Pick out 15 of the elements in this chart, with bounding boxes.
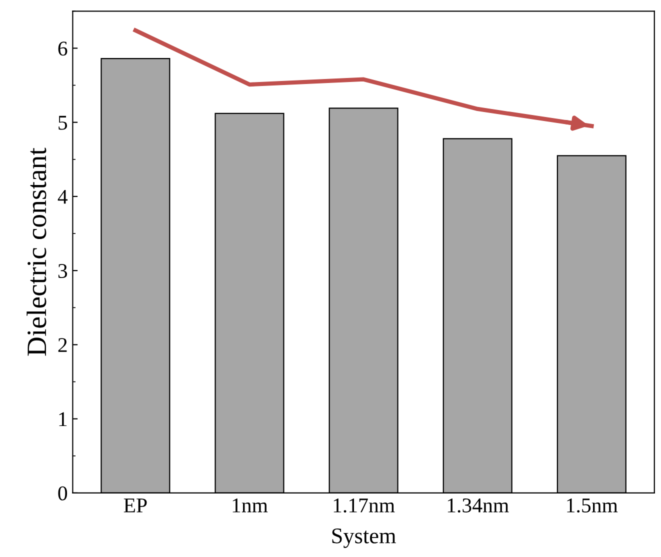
x-axis-title: System: [332, 528, 396, 548]
y-tick-label: 6: [58, 42, 68, 56]
line-series: [133, 28, 594, 128]
y-tick-label: 1: [59, 412, 67, 426]
y-tick-label: 0: [58, 486, 68, 500]
x-tick-label: 1.34nm: [448, 498, 509, 513]
y-tick-label: 2: [58, 338, 67, 352]
x-tick-label: EP: [124, 498, 147, 512]
x-tick-label: 1.5nm: [567, 498, 618, 513]
y-tick-label: 5: [58, 116, 68, 130]
x-tick-label: 1.17nm: [334, 498, 395, 513]
y-tick-label: 3: [58, 264, 68, 278]
y-axis-title: Dielectric constant: [26, 148, 46, 356]
y-tick-label: 4: [58, 190, 68, 204]
x-tick-label: 1nm: [232, 498, 268, 512]
